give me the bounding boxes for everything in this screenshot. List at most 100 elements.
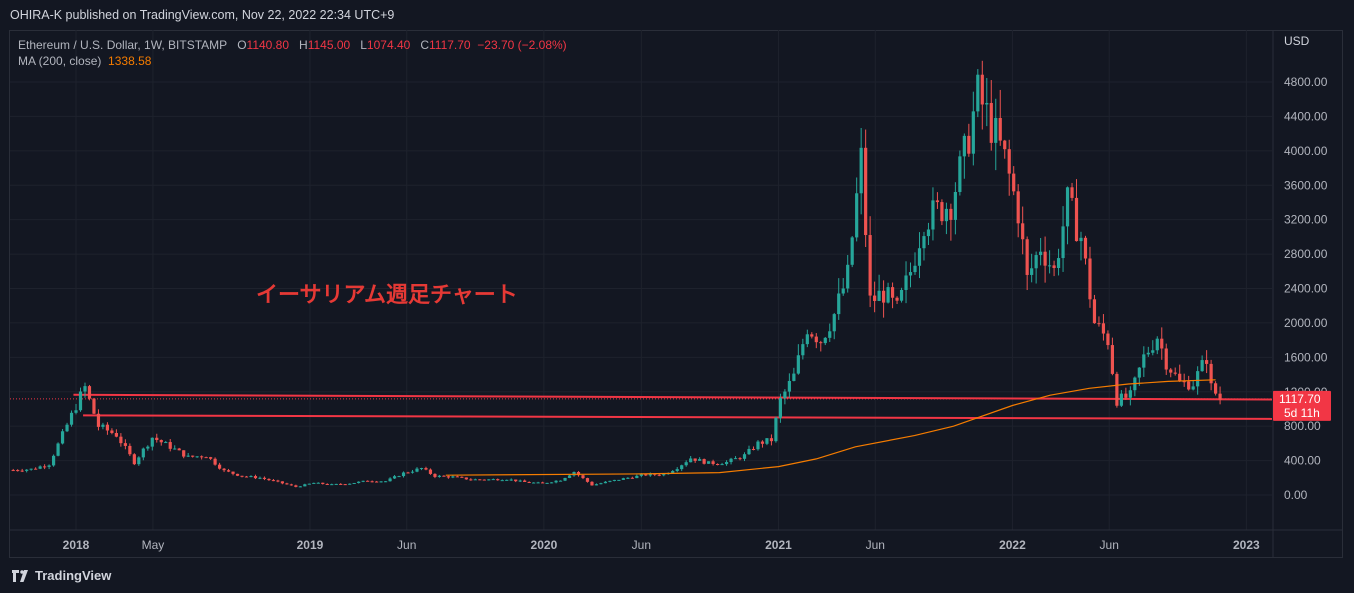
support-levels — [10, 393, 1273, 420]
candle-body — [334, 483, 338, 485]
candle-body — [1047, 265, 1052, 267]
candle-body — [105, 424, 110, 431]
candle-body — [536, 482, 540, 484]
candle-body — [594, 484, 599, 486]
candle-body — [855, 193, 859, 238]
candle-body — [1025, 239, 1029, 275]
candle-body — [1003, 140, 1007, 150]
candle-body — [532, 482, 536, 484]
candle-body — [581, 475, 585, 479]
candle-body — [110, 430, 114, 433]
candle-body — [810, 334, 814, 337]
candle-body — [1061, 226, 1065, 259]
x-tick-label: Jun — [1100, 538, 1119, 552]
candle-body — [1160, 338, 1164, 349]
candle-body — [1012, 173, 1016, 192]
candle-body — [213, 458, 217, 465]
y-tick-label: 1600.00 — [1284, 350, 1328, 364]
candle-body — [1088, 258, 1092, 300]
candle-body — [729, 458, 733, 463]
candle-body — [998, 117, 1002, 141]
candle-body — [962, 135, 966, 157]
candle-body — [128, 445, 132, 455]
candle-body — [285, 483, 289, 485]
candle-body — [500, 480, 504, 482]
x-tick-label: 2019 — [297, 538, 324, 552]
candle-body — [379, 481, 383, 483]
candle-body — [1092, 299, 1097, 324]
candle-body — [518, 480, 522, 482]
candle-body — [724, 462, 729, 465]
candle-body — [114, 432, 118, 437]
candle-body — [994, 117, 998, 143]
candle-body — [837, 293, 841, 315]
candle-body — [209, 457, 213, 459]
candle-body — [558, 480, 563, 482]
candle-body — [846, 264, 850, 289]
candle-body — [931, 200, 935, 230]
y-tick-label: 4800.00 — [1284, 75, 1328, 89]
candle-body — [478, 479, 482, 481]
candle-body — [787, 380, 791, 392]
candle-body — [635, 475, 639, 479]
candle-body — [1034, 255, 1038, 269]
candle-body — [1173, 372, 1177, 374]
candle-body — [16, 470, 20, 472]
tradingview-brand[interactable]: TradingView — [12, 567, 111, 585]
candle-body — [715, 464, 720, 466]
candle-body — [249, 476, 253, 478]
candle-body — [1110, 345, 1115, 374]
candle-body — [1124, 393, 1128, 398]
y-tick-label: 2800.00 — [1284, 247, 1328, 261]
candle-body — [150, 437, 154, 447]
candle-body — [1070, 187, 1074, 198]
candle-body — [451, 476, 455, 478]
candle-body — [1039, 251, 1043, 256]
candle-body — [877, 290, 881, 301]
candle-body — [630, 477, 634, 479]
candle-body — [648, 473, 652, 476]
candle-body — [442, 475, 446, 477]
candle-body — [774, 417, 778, 442]
candle-body — [361, 480, 365, 482]
candle-body — [935, 200, 940, 203]
ma-200-line — [445, 379, 1216, 476]
x-tick-label: Jun — [632, 538, 651, 552]
candle-body — [47, 465, 51, 467]
candle-body — [680, 465, 684, 470]
candle-body — [155, 437, 159, 441]
candle-body — [1182, 381, 1186, 383]
candle-body — [541, 482, 545, 484]
candle-body — [307, 483, 311, 485]
symbol-name[interactable]: Ethereum / U.S. Dollar, 1W, BITSTAMP — [18, 38, 228, 52]
chart-title: イーサリアム週足チャート — [256, 283, 518, 308]
candle-body — [1146, 352, 1150, 355]
candle-body — [689, 458, 693, 463]
candle-body — [1196, 371, 1200, 387]
candle-body — [1137, 367, 1141, 378]
candle-body — [980, 74, 984, 105]
candle-body — [603, 481, 608, 484]
ma-label[interactable]: MA (200, close) — [18, 54, 102, 68]
candle-body — [392, 476, 397, 479]
candle-body — [51, 455, 56, 466]
candle-body — [141, 448, 145, 458]
candle-body — [751, 448, 756, 450]
candle-body — [339, 483, 343, 485]
candle-body — [1106, 333, 1110, 346]
candle-body — [496, 479, 500, 481]
candle-body — [944, 208, 949, 222]
candles — [11, 60, 1222, 488]
current-price-label: 1117.70 — [1279, 392, 1321, 406]
candle-body — [505, 479, 509, 481]
candle-body — [626, 477, 630, 479]
axes: 4800.00 4400.00 4000.00 3600.00 3200.00 2800.… — [10, 30, 1343, 557]
candle-body — [173, 448, 177, 450]
legend-row-ma: MA (200, close) 1338.58 — [18, 53, 567, 69]
candle-body — [621, 478, 625, 480]
candle-body — [244, 476, 249, 478]
candle-body — [437, 475, 442, 477]
y-tick-label: 4400.00 — [1284, 109, 1328, 123]
candle-body — [783, 391, 787, 399]
